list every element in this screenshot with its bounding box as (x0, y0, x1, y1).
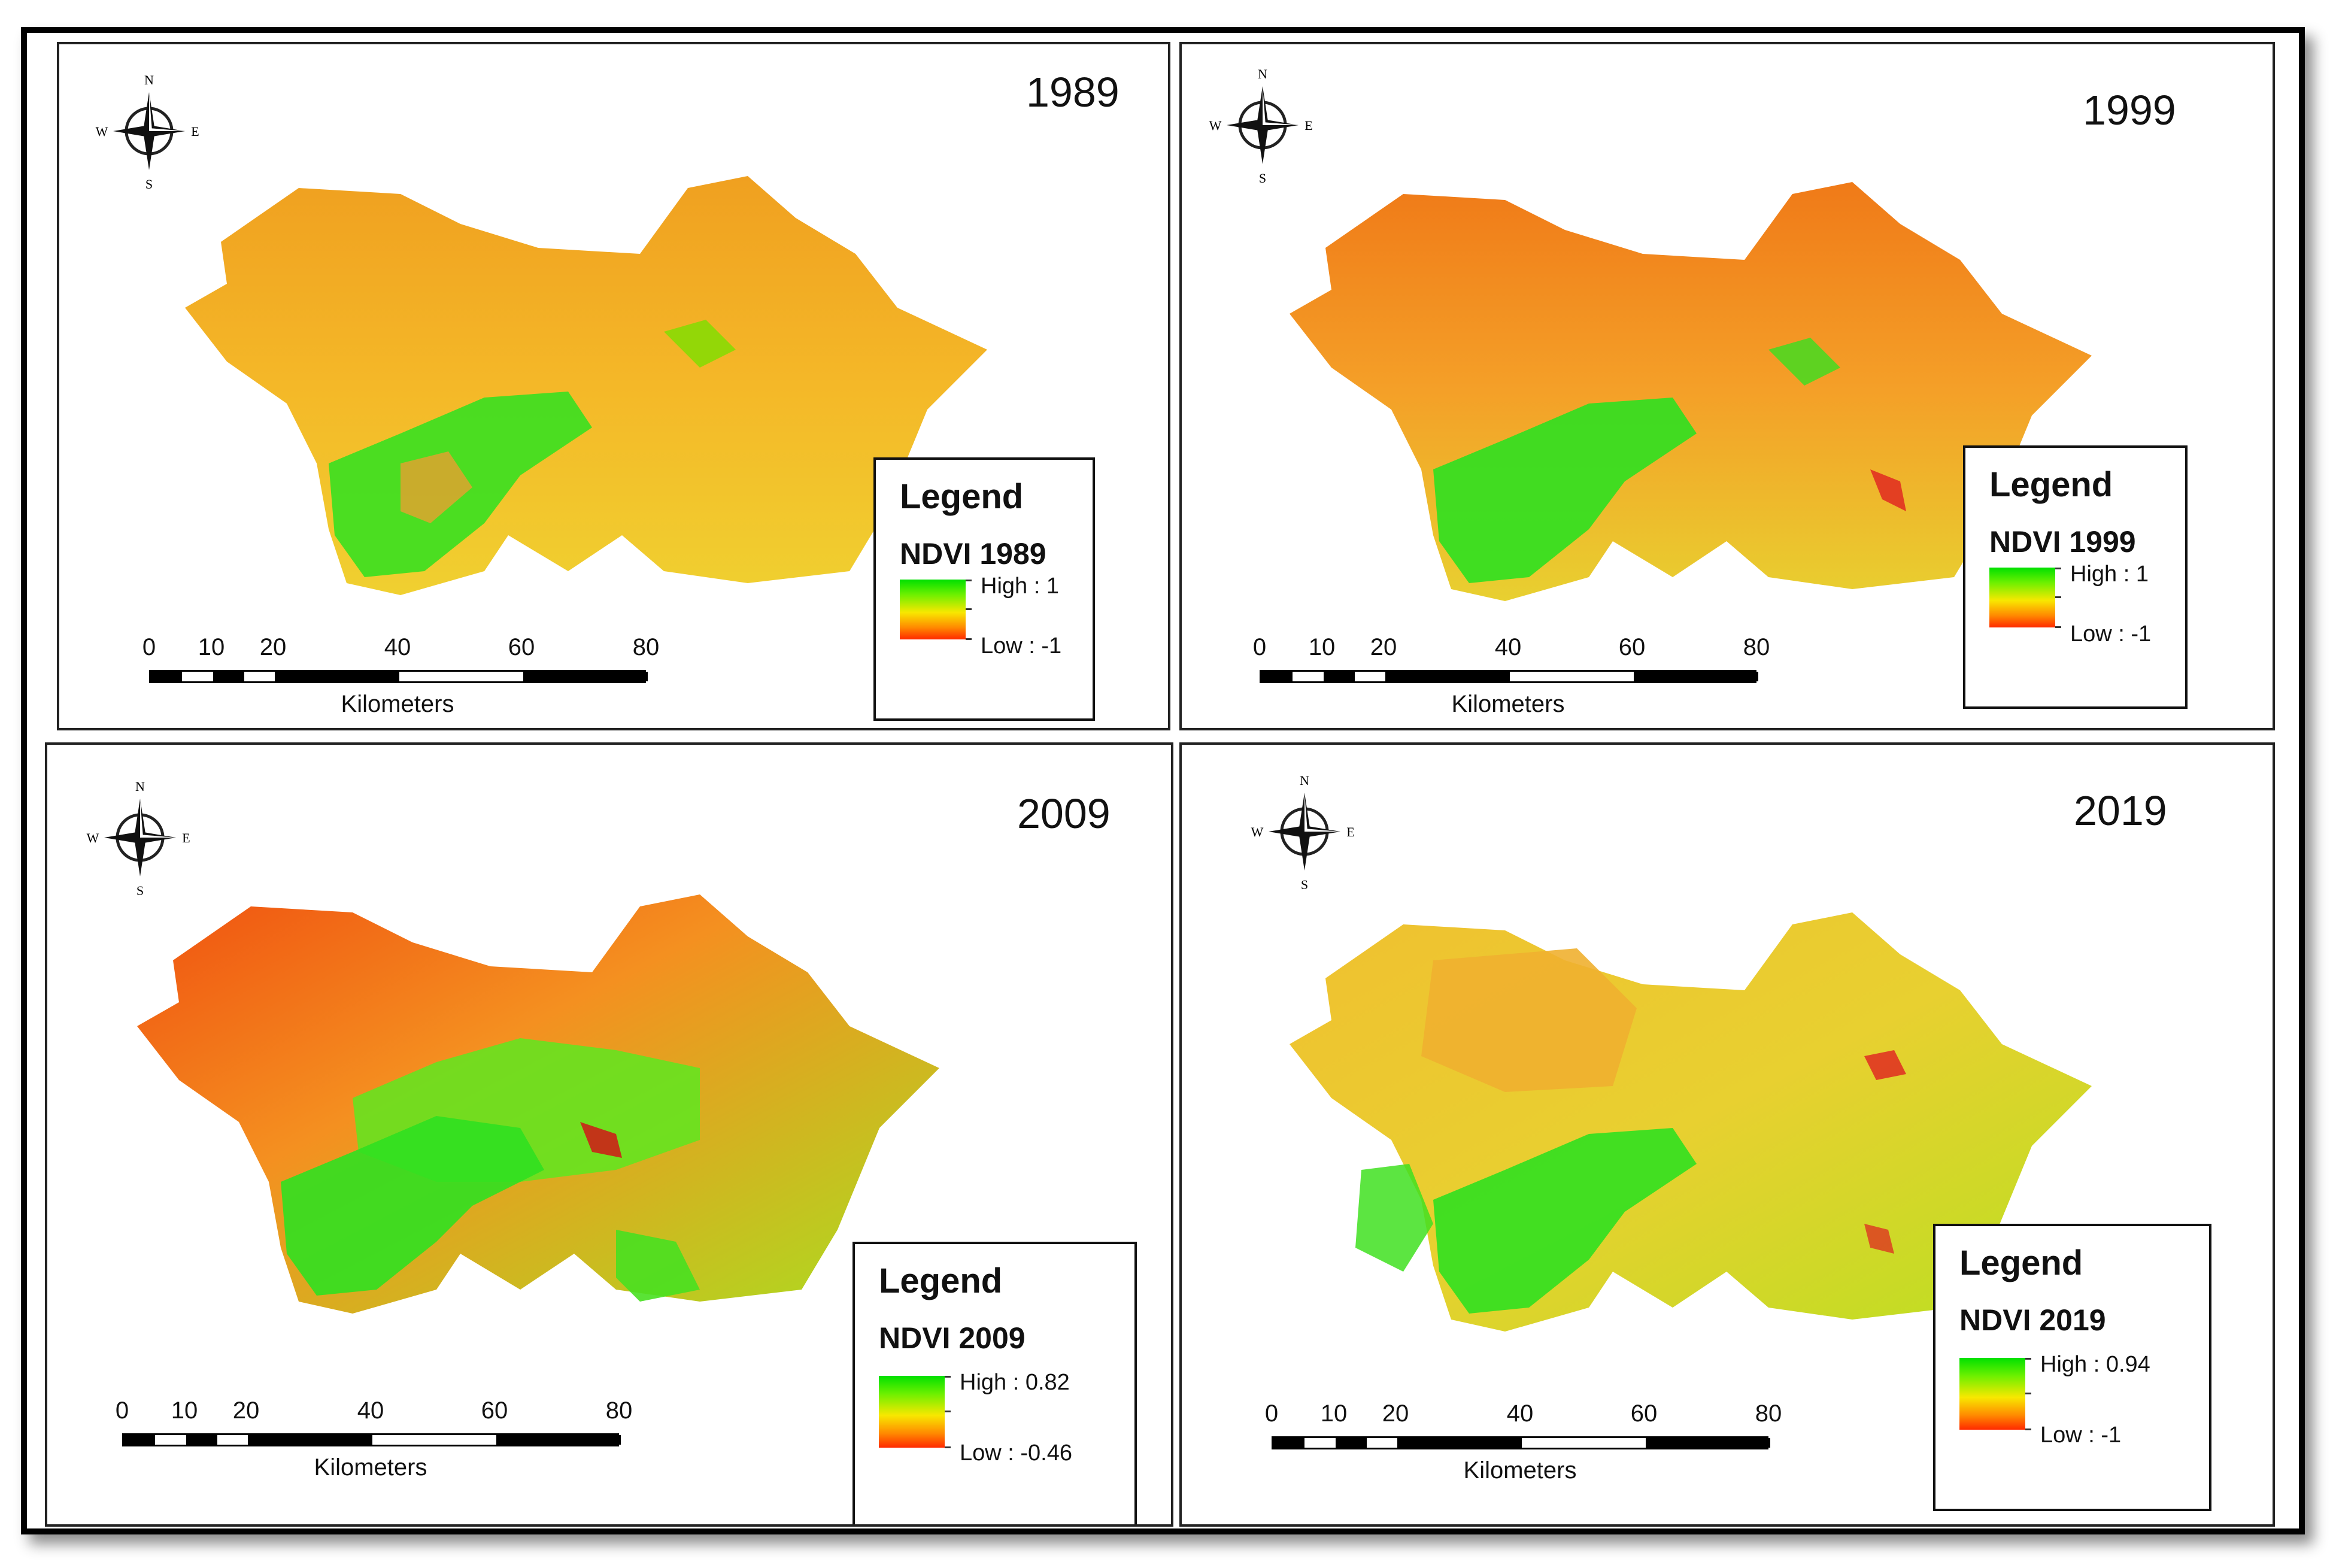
compass-s: S (145, 177, 153, 191)
legend-high: High : 0.94 (2040, 1352, 2150, 1377)
scale-units: Kilometers (1463, 1457, 1577, 1484)
scale-units: Kilometers (341, 691, 454, 717)
scale-tick: 0 (142, 634, 156, 660)
compass-n: N (135, 779, 145, 794)
legend-title: Legend (879, 1261, 1003, 1300)
legend-2019: Legend NDVI 2019 High : 0.94 Low : -1 (1933, 1224, 2211, 1511)
map-panel-2019: 2019 N S E W 0 10 (1179, 742, 2275, 1527)
legend-title: Legend (1989, 465, 2113, 504)
compass-e: E (182, 830, 190, 845)
legend-layer: NDVI 1999 (1989, 525, 2136, 559)
legend-high: High : 1 (2070, 562, 2149, 587)
panel-year: 2019 (2074, 787, 2167, 834)
scale-tick: 0 (1252, 634, 1267, 660)
compass-n: N (144, 72, 154, 87)
scale-tick: 10 (171, 1397, 198, 1424)
scale-tick: 40 (1506, 1400, 1534, 1427)
ndvi-map-2019 (1290, 912, 2092, 1332)
legend-1999: Legend NDVI 1999 High : 1 Low : -1 (1963, 445, 2188, 709)
north-arrow-icon: N S E W (1209, 66, 1313, 185)
scale-tick: 80 (1743, 634, 1770, 660)
scale-tick: 10 (198, 634, 225, 660)
scale-tick: 20 (232, 1397, 260, 1424)
legend-title: Legend (900, 477, 1024, 516)
compass-w: W (96, 124, 108, 139)
ndvi-ramp (900, 580, 966, 639)
legend-1989: Legend NDVI 1989 High : 1 Low : -1 (873, 457, 1095, 721)
scale-units: Kilometers (1451, 691, 1565, 717)
panel-year: 2009 (1017, 790, 1111, 837)
scale-tick: 80 (632, 634, 660, 660)
legend-high: High : 0.82 (960, 1370, 1070, 1395)
scale-units: Kilometers (314, 1454, 427, 1481)
compass-w: W (1209, 118, 1222, 133)
scale-tick: 10 (1308, 634, 1336, 660)
scale-tick: 80 (1755, 1400, 1782, 1427)
legend-low: Low : -0.46 (960, 1440, 1072, 1466)
legend-low: Low : -1 (2040, 1423, 2122, 1448)
north-arrow-icon: N S E W (96, 72, 199, 191)
scale-tick: 20 (1370, 634, 1397, 660)
scale-tick: 40 (384, 634, 411, 660)
ndvi-ramp (1989, 568, 2055, 627)
north-arrow-icon: N S E W (1251, 773, 1355, 891)
figure-frame: 1989 N S E W 0 10 20 (21, 27, 2305, 1534)
scale-tick: 10 (1320, 1400, 1348, 1427)
compass-w: W (87, 830, 99, 845)
scale-bar: 0 10 20 40 60 80 Kilometers (116, 1397, 632, 1487)
compass-n: N (1300, 773, 1309, 788)
compass-e: E (1304, 118, 1312, 133)
legend-layer: NDVI 1989 (900, 537, 1046, 571)
compass-w: W (1251, 824, 1264, 839)
ndvi-map-1989 (185, 176, 987, 595)
compass-n: N (1258, 66, 1267, 81)
north-arrow-icon: N S E W (87, 779, 190, 897)
scale-tick: 60 (481, 1397, 508, 1424)
scale-tick: 60 (508, 634, 535, 660)
scale-tick: 60 (1618, 634, 1646, 660)
map-panel-1989: 1989 N S E W 0 10 20 (57, 42, 1170, 730)
scale-tick: 40 (1494, 634, 1522, 660)
scale-tick: 20 (259, 634, 287, 660)
scale-bar: 0 10 20 40 60 80 Kilometers (1253, 634, 1770, 724)
ndvi-ramp (879, 1376, 945, 1448)
scale-tick: 0 (115, 1397, 129, 1424)
legend-layer: NDVI 2019 (1959, 1303, 2106, 1337)
legend-low: Low : -1 (2070, 621, 2152, 647)
scale-tick: 40 (357, 1397, 384, 1424)
compass-s: S (1259, 171, 1266, 185)
legend-high: High : 1 (981, 574, 1059, 599)
legend-title: Legend (1959, 1244, 2083, 1282)
scale-tick: 0 (1264, 1400, 1279, 1427)
legend-layer: NDVI 2009 (879, 1321, 1026, 1355)
legend-2009: Legend NDVI 2009 High : 0.82 Low : -0.46 (852, 1242, 1137, 1524)
panel-year: 1999 (2083, 87, 2176, 134)
scale-tick: 80 (605, 1397, 633, 1424)
compass-e: E (1346, 824, 1354, 839)
compass-s: S (1301, 877, 1308, 891)
map-panel-2009: 2009 N S E W 0 10 20 (45, 742, 1173, 1527)
ndvi-ramp (1959, 1358, 2025, 1430)
compass-e: E (191, 124, 199, 139)
scale-tick: 60 (1630, 1400, 1658, 1427)
ndvi-map-2009 (137, 894, 939, 1314)
panel-year: 1989 (1026, 69, 1120, 116)
scale-bar: 0 10 20 40 60 80 Kilometers (142, 634, 659, 724)
map-panel-1999: 1999 N S E W 0 10 20 (1179, 42, 2275, 730)
ndvi-map-1999 (1290, 182, 2092, 601)
scale-tick: 20 (1382, 1400, 1409, 1427)
legend-low: Low : -1 (981, 633, 1062, 659)
scale-bar: 0 10 20 40 60 80 Kilometers (1265, 1400, 1782, 1490)
compass-s: S (136, 883, 144, 897)
